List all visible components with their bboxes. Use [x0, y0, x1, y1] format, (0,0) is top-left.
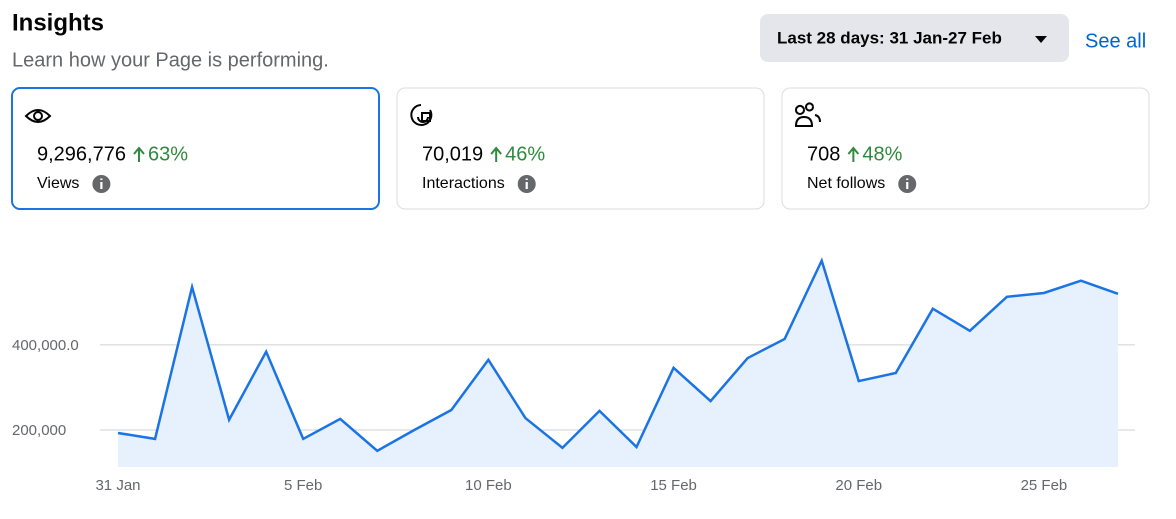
dropdown-caret [1035, 36, 1047, 43]
metric-card[interactable] [781, 87, 1150, 210]
metric-icon [410, 104, 433, 126]
line [117, 257, 1119, 453]
metric-change: 46% [505, 143, 545, 165]
metric-value: 70,019 [422, 143, 483, 165]
metric-card[interactable] [396, 87, 765, 210]
x-tick-label: 15 Feb [650, 477, 697, 494]
title: Insights [12, 9, 104, 36]
date-range-button[interactable] [760, 14, 1069, 62]
subtitle: Learn how your Page is performing. [12, 49, 329, 71]
up-arrow [490, 146, 502, 162]
up-arrow [847, 146, 860, 162]
metric-value: 708 [807, 143, 840, 165]
metric-label: Views [37, 175, 79, 192]
metric-change: 48% [862, 143, 902, 165]
x-tick-label: 5 Feb [284, 477, 322, 494]
metric-icon [794, 102, 821, 127]
see-all-link[interactable]: See all [1085, 30, 1146, 52]
date-range-label[interactable]: Last 28 days: 31 Jan-27 Feb [777, 28, 1002, 47]
metric-value: 9,296,776 [37, 143, 126, 165]
metric-change: 63% [148, 143, 188, 165]
x-tick-label: 10 Feb [465, 477, 512, 494]
area-fill [118, 260, 1118, 467]
y-tick-label: 400,000.0 [12, 337, 79, 354]
x-tick-label: 31 Jan [95, 477, 140, 494]
metric-icon [24, 109, 52, 123]
metric-label: Interactions [422, 175, 505, 192]
x-tick-label: 20 Feb [835, 477, 882, 494]
x-tick-label: 25 Feb [1021, 477, 1068, 494]
y-tick-label: 200,000 [12, 422, 66, 439]
up-arrow [133, 146, 145, 162]
metric-label: Net follows [807, 175, 885, 192]
